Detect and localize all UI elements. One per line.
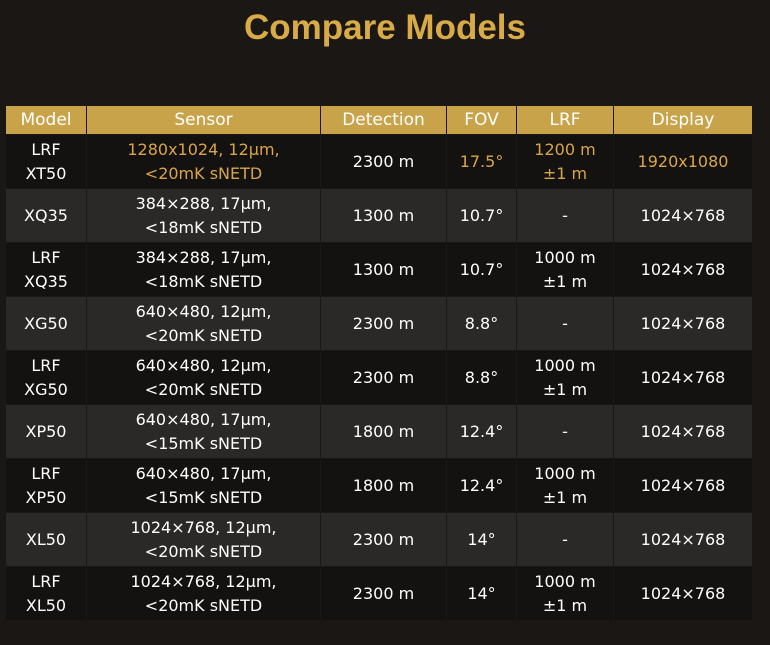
table-cell: 640×480, 12µm, <20mK sNETD bbox=[86, 296, 321, 351]
column-header: FOV bbox=[446, 105, 517, 135]
table-cell: 1200 m ±1 m bbox=[516, 134, 614, 189]
table-cell: 1024×768 bbox=[613, 350, 753, 405]
table-cell: 640×480, 17µm, <15mK sNETD bbox=[86, 458, 321, 513]
table-cell: 1800 m bbox=[320, 404, 447, 459]
table-cell: XG50 bbox=[5, 296, 87, 351]
compare-table: Model Sensor Detection FOV LRF Display LRF XT… bbox=[5, 105, 753, 621]
table-cell: LRF XQ35 bbox=[5, 242, 87, 297]
table-cell: 17.5° bbox=[446, 134, 517, 189]
table-cell: 8.8° bbox=[446, 296, 517, 351]
table-cell: - bbox=[516, 512, 614, 567]
table-row: LRF XL50 1024×768, 12µm, <20mK sNETD 2300 … bbox=[5, 566, 753, 621]
table-cell: 1000 m ±1 m bbox=[516, 350, 614, 405]
table-row: LRF XP50 640×480, 17µm, <15mK sNETD 1800 m… bbox=[5, 458, 753, 513]
table-cell: 1300 m bbox=[320, 242, 447, 297]
table-cell: LRF XT50 bbox=[5, 134, 87, 189]
table-cell: 1000 m ±1 m bbox=[516, 242, 614, 297]
table-cell: 12.4° bbox=[446, 458, 517, 513]
table-cell: 1024×768 bbox=[613, 404, 753, 459]
table-cell: LRF XL50 bbox=[5, 566, 87, 621]
table-cell: 1024×768 bbox=[613, 188, 753, 243]
table-row: XP50 640×480, 17µm, <15mK sNETD 1800 m 12.4… bbox=[5, 404, 753, 459]
table-cell: 2300 m bbox=[320, 566, 447, 621]
table-cell: 8.8° bbox=[446, 350, 517, 405]
table-cell: LRF XG50 bbox=[5, 350, 87, 405]
column-header: Sensor bbox=[86, 105, 321, 135]
column-header: Display bbox=[613, 105, 753, 135]
page-title: Compare Models bbox=[244, 8, 526, 47]
table-cell: 1000 m ±1 m bbox=[516, 566, 614, 621]
table-cell: 640×480, 17µm, <15mK sNETD bbox=[86, 404, 321, 459]
table-cell: 2300 m bbox=[320, 512, 447, 567]
table-cell: - bbox=[516, 188, 614, 243]
table-cell: LRF XP50 bbox=[5, 458, 87, 513]
table-cell: 14° bbox=[446, 566, 517, 621]
table-cell: 1024×768, 12µm, <20mK sNETD bbox=[86, 512, 321, 567]
table-cell: 1024×768 bbox=[613, 566, 753, 621]
table-row: LRF XG50 640×480, 12µm, <20mK sNETD 2300 m… bbox=[5, 350, 753, 405]
table-cell: 1800 m bbox=[320, 458, 447, 513]
table-cell: 10.7° bbox=[446, 188, 517, 243]
table-row: XL50 1024×768, 12µm, <20mK sNETD 2300 m 14°… bbox=[5, 512, 753, 567]
table-cell: 1024×768 bbox=[613, 296, 753, 351]
table-row: LRF XQ35 384×288, 17µm, <18mK sNETD 1300 m… bbox=[5, 242, 753, 297]
table-cell: 2300 m bbox=[320, 134, 447, 189]
table-cell: 1024×768 bbox=[613, 242, 753, 297]
table-cell: 384×288, 17µm, <18mK sNETD bbox=[86, 188, 321, 243]
table-row: LRF XT50 1280x1024, 12µm, <20mK sNETD 2300… bbox=[5, 134, 753, 189]
table-cell: - bbox=[516, 404, 614, 459]
table-cell: 2300 m bbox=[320, 350, 447, 405]
table-row: XQ35 384×288, 17µm, <18mK sNETD 1300 m 10.7… bbox=[5, 188, 753, 243]
table-cell: 640×480, 12µm, <20mK sNETD bbox=[86, 350, 321, 405]
table-cell: 1024×768 bbox=[613, 458, 753, 513]
table-cell: 384×288, 17µm, <18mK sNETD bbox=[86, 242, 321, 297]
table-cell: - bbox=[516, 296, 614, 351]
table-cell: XQ35 bbox=[5, 188, 87, 243]
table-cell: 1000 m ±1 m bbox=[516, 458, 614, 513]
table-cell: XL50 bbox=[5, 512, 87, 567]
table-cell: 2300 m bbox=[320, 296, 447, 351]
table-cell: 1300 m bbox=[320, 188, 447, 243]
header-row: Model Sensor Detection FOV LRF Display bbox=[5, 105, 753, 135]
column-header: Model bbox=[5, 105, 87, 135]
table-cell: 1280x1024, 12µm, <20mK sNETD bbox=[86, 134, 321, 189]
table-cell: 14° bbox=[446, 512, 517, 567]
table-cell: 10.7° bbox=[446, 242, 517, 297]
table-cell: 1024×768 bbox=[613, 512, 753, 567]
table-row: XG50 640×480, 12µm, <20mK sNETD 2300 m 8.8°… bbox=[5, 296, 753, 351]
table-cell: 1920x1080 bbox=[613, 134, 753, 189]
table-cell: 12.4° bbox=[446, 404, 517, 459]
table-cell: XP50 bbox=[5, 404, 87, 459]
column-header: LRF bbox=[516, 105, 614, 135]
column-header: Detection bbox=[320, 105, 447, 135]
table-cell: 1024×768, 12µm, <20mK sNETD bbox=[86, 566, 321, 621]
